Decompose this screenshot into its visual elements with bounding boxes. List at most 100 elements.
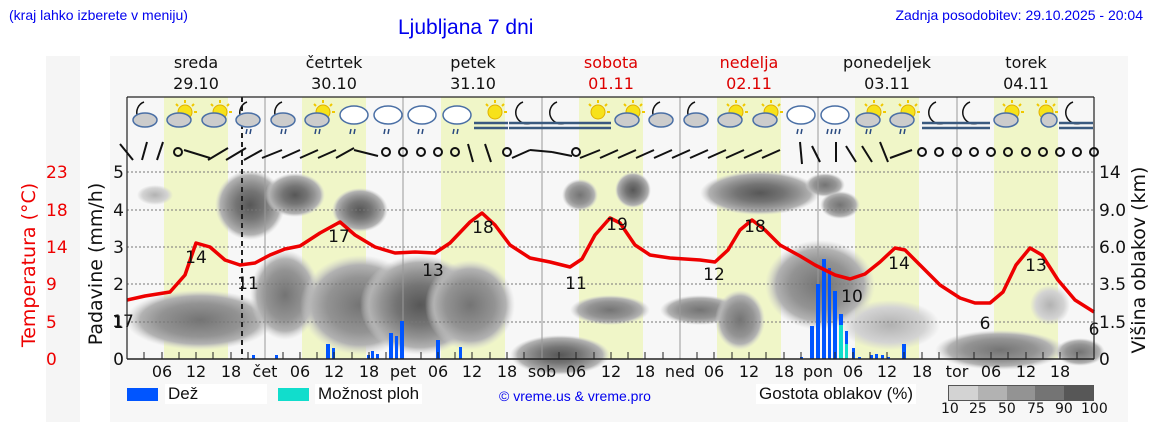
temperature-axis-ticks: 0 5 9 14 18 23 bbox=[46, 163, 68, 370]
svg-text:12: 12 bbox=[1016, 362, 1036, 381]
svg-text:18: 18 bbox=[635, 362, 655, 381]
cloud-density-areas bbox=[125, 170, 1105, 375]
svg-text:12: 12 bbox=[703, 265, 725, 285]
svg-text:3: 3 bbox=[113, 238, 124, 258]
svg-text:06: 06 bbox=[290, 362, 310, 381]
weather-icons-row bbox=[130, 99, 1094, 137]
day-header-5: ponedeljek 03.11 bbox=[843, 53, 931, 93]
svg-text:12: 12 bbox=[877, 362, 897, 381]
svg-text:1.5: 1.5 bbox=[1099, 313, 1126, 333]
svg-text:13: 13 bbox=[1025, 256, 1047, 276]
temperature-labels: 17 14 11 17 13 18 11 19 12 18 10 14 6 13… bbox=[112, 215, 1099, 340]
weather-icon-sun-fog-icon bbox=[577, 99, 612, 137]
cloud-height-axis-ticks: 0 1.5 3.5 6.0 9.0 14 bbox=[1099, 163, 1126, 370]
weather-icon-sun-cloud-icon bbox=[715, 99, 749, 137]
showers-legend-label: Možnost ploh bbox=[315, 384, 423, 404]
svg-text:čet: čet bbox=[253, 362, 278, 381]
day-header-1: četrtek 30.10 bbox=[305, 53, 363, 93]
svg-text:18: 18 bbox=[497, 362, 517, 381]
page-title: Ljubljana 7 dni bbox=[398, 16, 534, 39]
shower-bars bbox=[839, 325, 848, 359]
svg-text:12: 12 bbox=[601, 362, 621, 381]
weather-icon-sun-cloud-rain-icon bbox=[887, 99, 921, 137]
svg-text:18: 18 bbox=[359, 362, 379, 381]
svg-text:5: 5 bbox=[113, 163, 124, 183]
svg-text:pet: pet bbox=[390, 362, 416, 381]
weather-icon-sun-cloud-icon bbox=[750, 99, 784, 137]
weather-icon-sun-small-cloud-icon bbox=[1025, 99, 1059, 137]
region-hint-text: (kraj lahko izberete v meniju) bbox=[9, 7, 188, 23]
weather-icon-sun-cloud-icon bbox=[991, 99, 1025, 137]
weather-icon-moon-cloud-icon bbox=[681, 99, 715, 137]
wind-barbs bbox=[119, 141, 1099, 165]
weather-icon-sun-cloud-rain-icon bbox=[302, 99, 336, 137]
cloud-density-scale bbox=[948, 385, 1094, 401]
weather-icon-sun-fog-icon bbox=[474, 99, 509, 137]
day-header-2: petek 31.10 bbox=[450, 53, 496, 93]
svg-text:sob: sob bbox=[528, 362, 556, 381]
svg-text:06: 06 bbox=[843, 362, 863, 381]
rain-swatch bbox=[127, 388, 158, 401]
svg-text:06: 06 bbox=[981, 362, 1001, 381]
weather-icon-sun-cloud-icon bbox=[612, 99, 646, 137]
svg-text:0: 0 bbox=[1099, 350, 1110, 370]
weather-icon-cloud-rain-icon bbox=[784, 99, 818, 137]
svg-text:23: 23 bbox=[46, 163, 68, 183]
temperature-line bbox=[126, 211, 1095, 314]
svg-text:14: 14 bbox=[1099, 163, 1121, 183]
svg-text:18: 18 bbox=[774, 362, 794, 381]
svg-text:9.0: 9.0 bbox=[1099, 201, 1126, 221]
svg-text:11: 11 bbox=[237, 274, 259, 294]
svg-text:5: 5 bbox=[46, 313, 57, 333]
copyright-link[interactable]: © vreme.us & vreme.pro bbox=[499, 388, 651, 404]
svg-text:12: 12 bbox=[186, 362, 206, 381]
svg-text:06: 06 bbox=[566, 362, 586, 381]
day-header-0: sreda 29.10 bbox=[173, 53, 219, 93]
svg-text:14: 14 bbox=[185, 248, 207, 268]
weather-icon-sun-cloud-rain-icon bbox=[853, 99, 887, 137]
weather-icon-moon-cloud-rain-icon bbox=[268, 99, 302, 137]
x-tick-labels: 06 12 18 čet 06 12 18 pet 06 12 18 sob 0… bbox=[152, 362, 1070, 381]
day-header-4: nedelja 02.11 bbox=[719, 53, 779, 93]
weather-icon-moon-cloud-rain-icon bbox=[233, 99, 267, 137]
precip-axis-ticks: 0 1 2 3 4 5 bbox=[113, 163, 124, 370]
showers-swatch bbox=[278, 388, 309, 401]
svg-text:11: 11 bbox=[565, 274, 587, 294]
rain-legend-label: Dež bbox=[165, 384, 267, 404]
day-headers: sreda 29.10 četrtek 30.10 petek 31.10 sobot… bbox=[0, 52, 1152, 96]
precip-axis-label: Padavine (mm/h) bbox=[85, 183, 107, 346]
svg-text:06: 06 bbox=[428, 362, 448, 381]
weather-icon-cloud-rain-icon bbox=[440, 99, 474, 137]
svg-text:12: 12 bbox=[324, 362, 344, 381]
weather-icon-cloud-heavy-rain-icon bbox=[818, 99, 852, 137]
weather-icon-sun-cloud-icon bbox=[164, 99, 198, 137]
svg-text:10: 10 bbox=[841, 287, 863, 307]
svg-text:18: 18 bbox=[472, 218, 494, 238]
svg-text:18: 18 bbox=[221, 362, 241, 381]
svg-text:0: 0 bbox=[46, 350, 57, 370]
svg-text:0: 0 bbox=[113, 350, 124, 370]
svg-text:3.5: 3.5 bbox=[1099, 275, 1126, 295]
svg-text:06: 06 bbox=[152, 362, 172, 381]
day-header-6: torek 04.11 bbox=[1003, 53, 1049, 93]
svg-text:18: 18 bbox=[912, 362, 932, 381]
x-ticks bbox=[143, 352, 1078, 359]
day-header-3: sobota 01.11 bbox=[583, 53, 639, 93]
weather-icon-cloud-rain-icon bbox=[371, 99, 405, 137]
svg-text:14: 14 bbox=[888, 254, 910, 274]
weather-icon-moon-fog-icon bbox=[956, 99, 991, 137]
svg-text:17: 17 bbox=[112, 312, 134, 332]
svg-text:6.0: 6.0 bbox=[1099, 238, 1126, 258]
svg-text:4: 4 bbox=[113, 201, 124, 221]
weather-icon-sun-cloud-icon bbox=[199, 99, 233, 137]
weather-icon-moon-cloud-icon bbox=[646, 99, 680, 137]
svg-text:18: 18 bbox=[46, 201, 68, 221]
svg-text:1: 1 bbox=[113, 313, 124, 333]
temperature-axis-panel bbox=[46, 56, 80, 422]
svg-text:12: 12 bbox=[462, 362, 482, 381]
svg-text:9: 9 bbox=[46, 275, 57, 295]
weather-icon-moon-fog-icon bbox=[921, 99, 956, 137]
weather-icon-cloud-rain-icon bbox=[405, 99, 439, 137]
day-separators bbox=[264, 97, 958, 359]
